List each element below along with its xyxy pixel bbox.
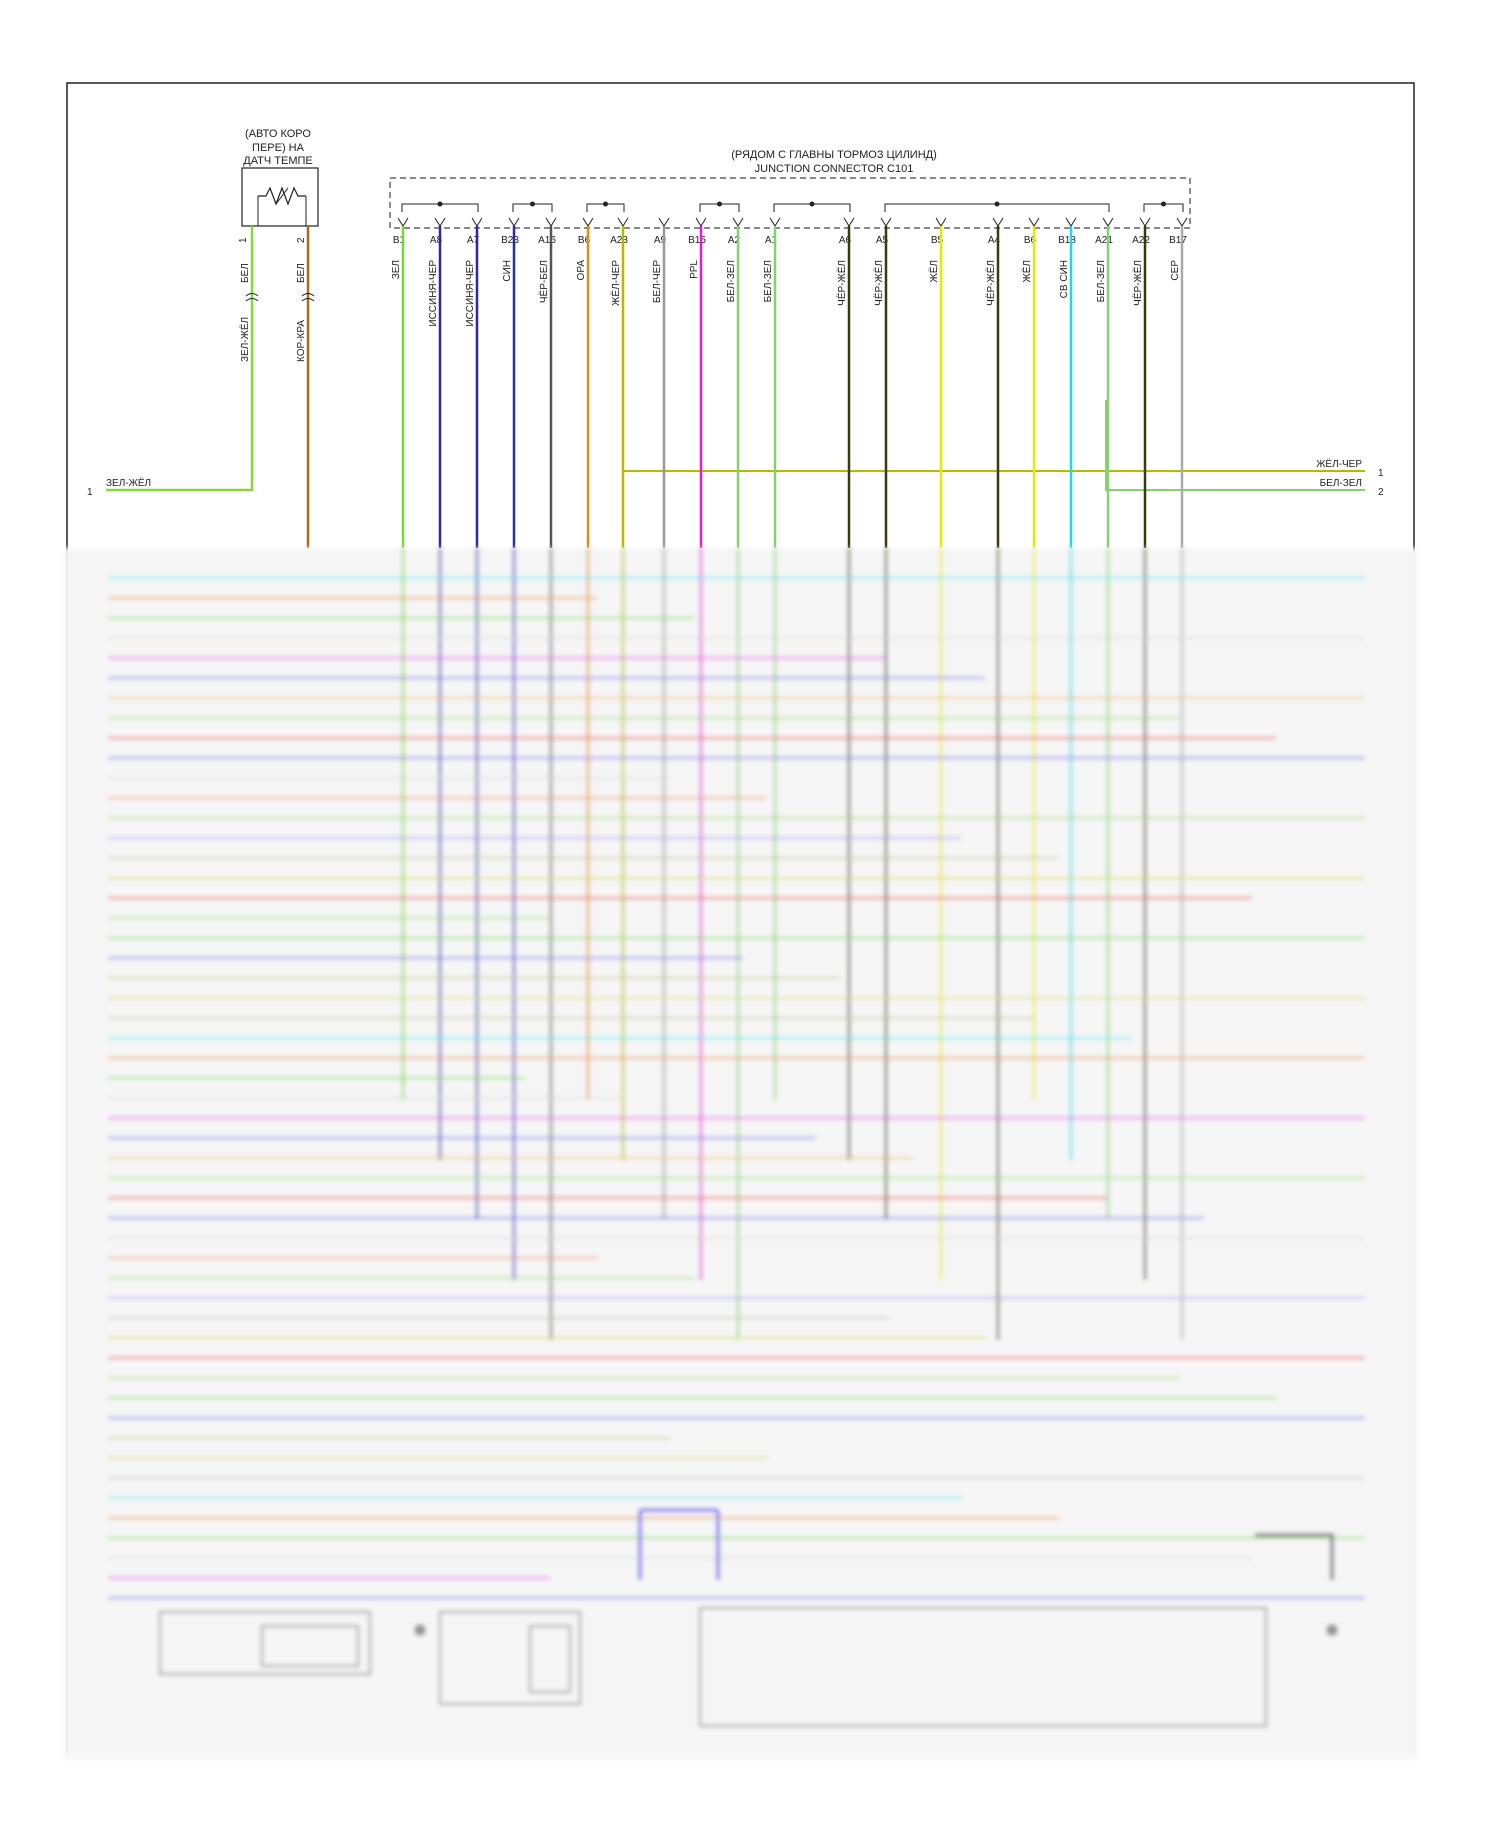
junction-wire-label: PPL: [689, 260, 700, 279]
sensor-wire-2-label: КОР-КРА: [296, 320, 307, 362]
junction-pin-mark: [1028, 217, 1040, 227]
junction-pin-mark: [1065, 217, 1077, 227]
junction-pin-mark: [508, 217, 520, 227]
junction-pin-mark: [843, 217, 855, 227]
temperature-sensor: (АВТО КОРО ПЕРЕ) НА ДАТЧ ТЕМПЕ 1 2 БЕЛ Б…: [238, 128, 319, 362]
junction-pin-mark: [617, 217, 629, 227]
junction-pin-label: A6: [839, 235, 852, 246]
junction-wire-label: ОРА: [576, 260, 587, 281]
junction-pin-label: A23: [610, 235, 628, 246]
junction-wire-label: БЕЛ-ЗЕЛ: [1096, 260, 1107, 302]
junction-pin-mark: [582, 217, 594, 227]
right-ref-wire-1: [622, 400, 1365, 472]
right-ref-1-number: 1: [1378, 468, 1384, 479]
junction-wire-label: СИН: [502, 260, 513, 282]
junction-pin-label: A7: [467, 235, 480, 246]
junction-pin-label: A21: [1095, 235, 1113, 246]
junction-pin-mark: [434, 217, 446, 227]
junction-wire-label: БЕЛ-ЗЕЛ: [763, 260, 774, 302]
junction-pin-mark: [732, 217, 744, 227]
junction-pin-label: A16: [538, 235, 556, 246]
junction-pin-label: A2: [728, 235, 741, 246]
junction-wire-label: ЖЁЛ: [928, 260, 940, 282]
junction-pin-label: A1: [765, 235, 778, 246]
junction-pin-mark: [397, 217, 409, 227]
junction-body: [389, 177, 1191, 229]
junction-pin-mark: [880, 217, 892, 227]
sensor-title-2: ПЕРЕ) НА: [252, 142, 305, 154]
junction-pin-label: B18: [1058, 235, 1076, 246]
junction-wire-label: ЧЁР-ЖЁЛ: [1132, 260, 1144, 306]
junction-pin-mark: [992, 217, 1004, 227]
right-ref-wire-2: [1105, 400, 1365, 491]
right-ref-2-label: БЕЛ-ЗЕЛ: [1320, 478, 1362, 489]
junction-wire-label: СЕР: [1170, 260, 1181, 281]
junction-pin-mark: [471, 217, 483, 227]
junction-pin-mark: [1176, 217, 1188, 227]
junction-pin-label: B15: [688, 235, 706, 246]
left-ref-label: ЗЕЛ-ЖЁЛ: [106, 477, 151, 489]
junction-pin-label: A22: [1132, 235, 1150, 246]
right-ref-2-number: 2: [1378, 487, 1384, 498]
junction-wire-label: ЧЁР-ЖЁЛ: [836, 260, 848, 306]
sensor-title-3: ДАТЧ ТЕМПЕ: [243, 155, 313, 167]
junction-wire-label: ЧЁР-ЖЁЛ: [873, 260, 885, 306]
left-ref-number: 1: [87, 487, 93, 498]
sensor-resistor-icon: [258, 186, 306, 206]
blurred-lower-area: [64, 548, 1418, 1760]
junction-pin-label: B6: [578, 235, 591, 246]
sensor-pin-2: 2: [296, 237, 307, 243]
sensor-pin-1-color: БЕЛ: [240, 263, 251, 283]
junction-pin-mark: [1139, 217, 1151, 227]
junction-pin-label: B23: [501, 235, 519, 246]
junction-pin-label: A5: [876, 235, 889, 246]
junction-wire-label: ИССИНЯ-ЧЕР: [465, 260, 476, 327]
junction-pin-label: B1: [393, 235, 406, 246]
junction-pin-mark: [545, 217, 557, 227]
junction-wire-label: ЗЕЛ: [391, 260, 402, 279]
junction-wire-label: ЖЁЛ-ЧЕР: [610, 260, 622, 306]
junction-pin-label: B6: [1024, 235, 1037, 246]
sensor-pin-2-color: БЕЛ: [296, 263, 307, 283]
junction-pin-mark: [769, 217, 781, 227]
junction-wire-label: ЧЁР-ЖЁЛ: [985, 260, 997, 306]
junction-title-1: (РЯДОМ С ГЛАВНЫ ТОРМОЗ ЦИЛИНД): [731, 149, 937, 161]
sensor-title-1: (АВТО КОРО: [245, 128, 311, 140]
sensor-wire-1: [106, 226, 254, 492]
junction-wire-label: ИССИНЯ-ЧЕР: [428, 260, 439, 327]
junction-wire-label: СВ СИН: [1059, 260, 1070, 298]
junction-wire-label: БЕЛ-ЗЕЛ: [726, 260, 737, 302]
right-ref-1-label: ЖЁЛ-ЧЕР: [1316, 458, 1362, 470]
junction-wire-label: ЧЁР-БЕЛ: [538, 260, 550, 303]
sensor-pin-1: 1: [238, 237, 249, 243]
junction-pin-label: B17: [1169, 235, 1187, 246]
junction-pin-mark: [695, 217, 707, 227]
junction-title-2: JUNCTION CONNECTOR C101: [755, 163, 914, 175]
sensor-body: [241, 167, 319, 227]
junction-wire-label: ЖЁЛ: [1021, 260, 1033, 282]
junction-pin-mark: [1102, 217, 1114, 227]
junction-pin-label: A8: [430, 235, 443, 246]
junction-wires: [401, 226, 1184, 548]
junction-pin-mark: [935, 217, 947, 227]
junction-pin-label: A4: [988, 235, 1001, 246]
junction-pin-label: A9: [654, 235, 667, 246]
sensor-wire-1-label: ЗЕЛ-ЖЁЛ: [239, 317, 251, 362]
junction-wire-label: БЕЛ-ЧЕР: [652, 260, 663, 303]
junction-pin-mark: [658, 217, 670, 227]
junction-pin-label: B5: [931, 235, 944, 246]
